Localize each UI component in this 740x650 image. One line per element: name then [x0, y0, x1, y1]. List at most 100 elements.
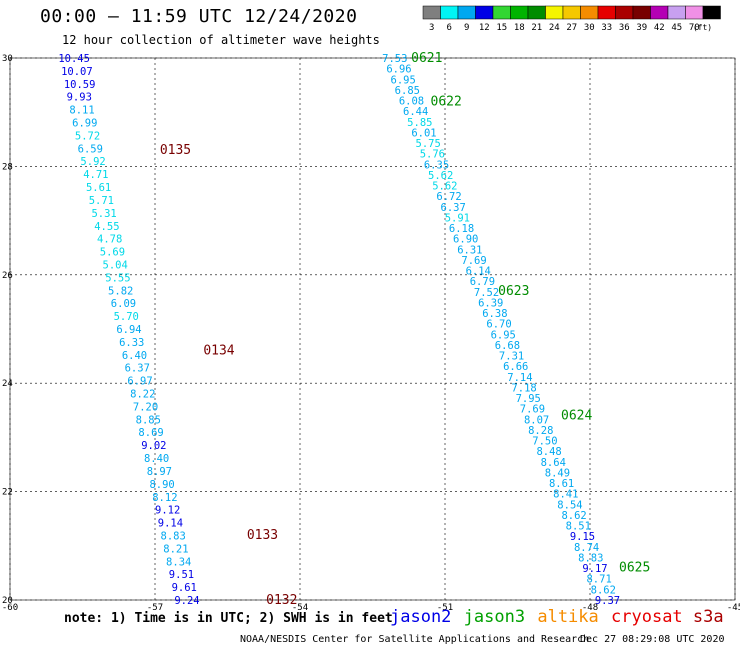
wave-height-label: 7.52: [474, 287, 499, 299]
wave-height-label: 6.94: [116, 324, 141, 336]
legend-tick-label: 30: [584, 23, 595, 33]
legend-swatch: [422, 5, 441, 20]
legend-swatch: [510, 5, 529, 20]
legend-tick-label: 6: [447, 23, 452, 33]
wave-height-label: 8.61: [549, 478, 574, 490]
legend-tick-label: 15: [496, 23, 507, 33]
legend-swatch: [440, 5, 459, 20]
wave-height-label: 9.51: [169, 569, 194, 581]
wave-height-label: 6.85: [395, 85, 420, 97]
legend-swatch: [545, 5, 564, 20]
lat-tick-label: 30: [2, 54, 13, 64]
legend-swatch: [475, 5, 494, 20]
wave-height-label: 6.97: [127, 376, 152, 388]
legend-swatch: [457, 5, 476, 20]
lon-tick-label: -48: [582, 603, 598, 613]
wave-height-label: 8.83: [161, 530, 186, 542]
legend-swatch: [597, 5, 616, 20]
wave-height-label: 5.55: [105, 272, 130, 284]
wave-height-label: 6.39: [478, 297, 503, 309]
wave-height-label: 8.40: [144, 453, 169, 465]
wave-height-label: 8.97: [147, 466, 172, 478]
time-marker-label: 0135: [160, 143, 191, 158]
wave-height-label: 7.53: [382, 53, 407, 65]
legend-tick-label: 9: [464, 23, 469, 33]
legend-tick-label: 24: [549, 23, 560, 33]
wave-height-label: 5.92: [80, 156, 105, 168]
wave-height-label: 7.31: [499, 351, 524, 363]
wave-height-label: 8.11: [69, 105, 94, 117]
wave-height-label: 4.78: [97, 234, 122, 246]
lat-tick-label: 26: [2, 271, 13, 281]
wave-height-label: 8.34: [166, 556, 191, 568]
lon-tick-label: -60: [2, 603, 18, 613]
legend-tick-label: 18: [514, 23, 525, 33]
wave-height-label: 4.71: [83, 169, 108, 181]
wave-height-label: 6.38: [482, 308, 507, 320]
legend-swatch: [527, 5, 546, 20]
wave-height-label: 6.18: [449, 223, 474, 235]
wave-height-label: 6.72: [436, 191, 461, 203]
wave-height-label: 5.91: [445, 212, 470, 224]
wave-height-label: 7.14: [507, 372, 532, 384]
wave-height-label: 5.82: [108, 285, 133, 297]
wave-height-label: 6.35: [424, 159, 449, 171]
lat-tick-label: 20: [2, 596, 13, 606]
wave-height-label: 9.12: [155, 505, 180, 517]
wave-height-label: 6.99: [72, 118, 97, 130]
time-marker-label: 0132: [266, 593, 297, 608]
time-marker-label: 0133: [247, 528, 278, 543]
page-subtitle: 12 hour collection of altimeter wave hei…: [62, 33, 380, 47]
wave-height-label: 6.59: [78, 143, 103, 155]
wave-height-label: 8.48: [536, 446, 561, 458]
wave-height-label: 6.95: [391, 74, 416, 86]
time-marker-label: 0621: [411, 51, 442, 66]
lon-tick-label: -57: [147, 603, 163, 613]
legend-swatch: [650, 5, 669, 20]
wave-height-label: 5.62: [432, 181, 457, 193]
wave-height-label: 7.69: [520, 404, 545, 416]
wave-height-label: 5.71: [89, 195, 114, 207]
legend-tick-label: 70: [689, 23, 700, 33]
legend-swatch: [702, 5, 721, 20]
wave-height-label: 6.14: [466, 266, 491, 278]
legend-tick-label: 12: [479, 23, 490, 33]
wave-height-label: 6.68: [495, 340, 520, 352]
wave-height-label: 9.14: [158, 518, 183, 530]
note-text: note: 1) Time is in UTC; 2) SWH is in fe…: [64, 611, 393, 626]
legend-swatch: [685, 5, 704, 20]
wave-height-label: 8.90: [149, 479, 174, 491]
wave-height-label: 6.09: [111, 298, 136, 310]
wave-height-label: 6.40: [122, 350, 147, 362]
wave-height-label: 8.28: [528, 425, 553, 437]
time-marker-label: 0624: [561, 409, 592, 424]
wave-height-label: 6.70: [486, 319, 511, 331]
wave-height-label: 5.04: [103, 259, 128, 271]
legend-unit: (ft): [693, 23, 712, 32]
time-marker-label: 0622: [431, 94, 462, 109]
wave-height-label: 6.90: [453, 234, 478, 246]
wave-height-label: 7.20: [133, 401, 158, 413]
wave-height-label: 5.69: [100, 247, 125, 259]
wave-height-label: 6.01: [411, 127, 436, 139]
legend-tick-label: 27: [566, 23, 577, 33]
legend-tick-label: 33: [601, 23, 612, 33]
wave-height-label: 8.07: [524, 414, 549, 426]
wave-height-label: 9.93: [67, 92, 92, 104]
satellite-legend: jason2 jason3 altika cryosat s3a: [390, 607, 724, 627]
wave-height-label: 8.49: [545, 467, 570, 479]
map-frame: [9, 57, 736, 601]
wave-height-label: 10.59: [64, 79, 96, 91]
wave-height-label: 6.08: [399, 96, 424, 108]
wave-height-label: 5.75: [416, 138, 441, 150]
wave-height-label: 5.62: [428, 170, 453, 182]
legend-swatch: [492, 5, 511, 20]
satellite-altika: altika: [537, 607, 599, 627]
wave-height-label: 7.18: [511, 382, 536, 394]
wave-height-label: 6.79: [470, 276, 495, 288]
lat-tick-label: 24: [2, 379, 13, 389]
wave-height-label: 9.17: [582, 563, 607, 575]
time-marker-label: 0134: [203, 344, 234, 359]
wave-height-label: 7.50: [532, 436, 557, 448]
